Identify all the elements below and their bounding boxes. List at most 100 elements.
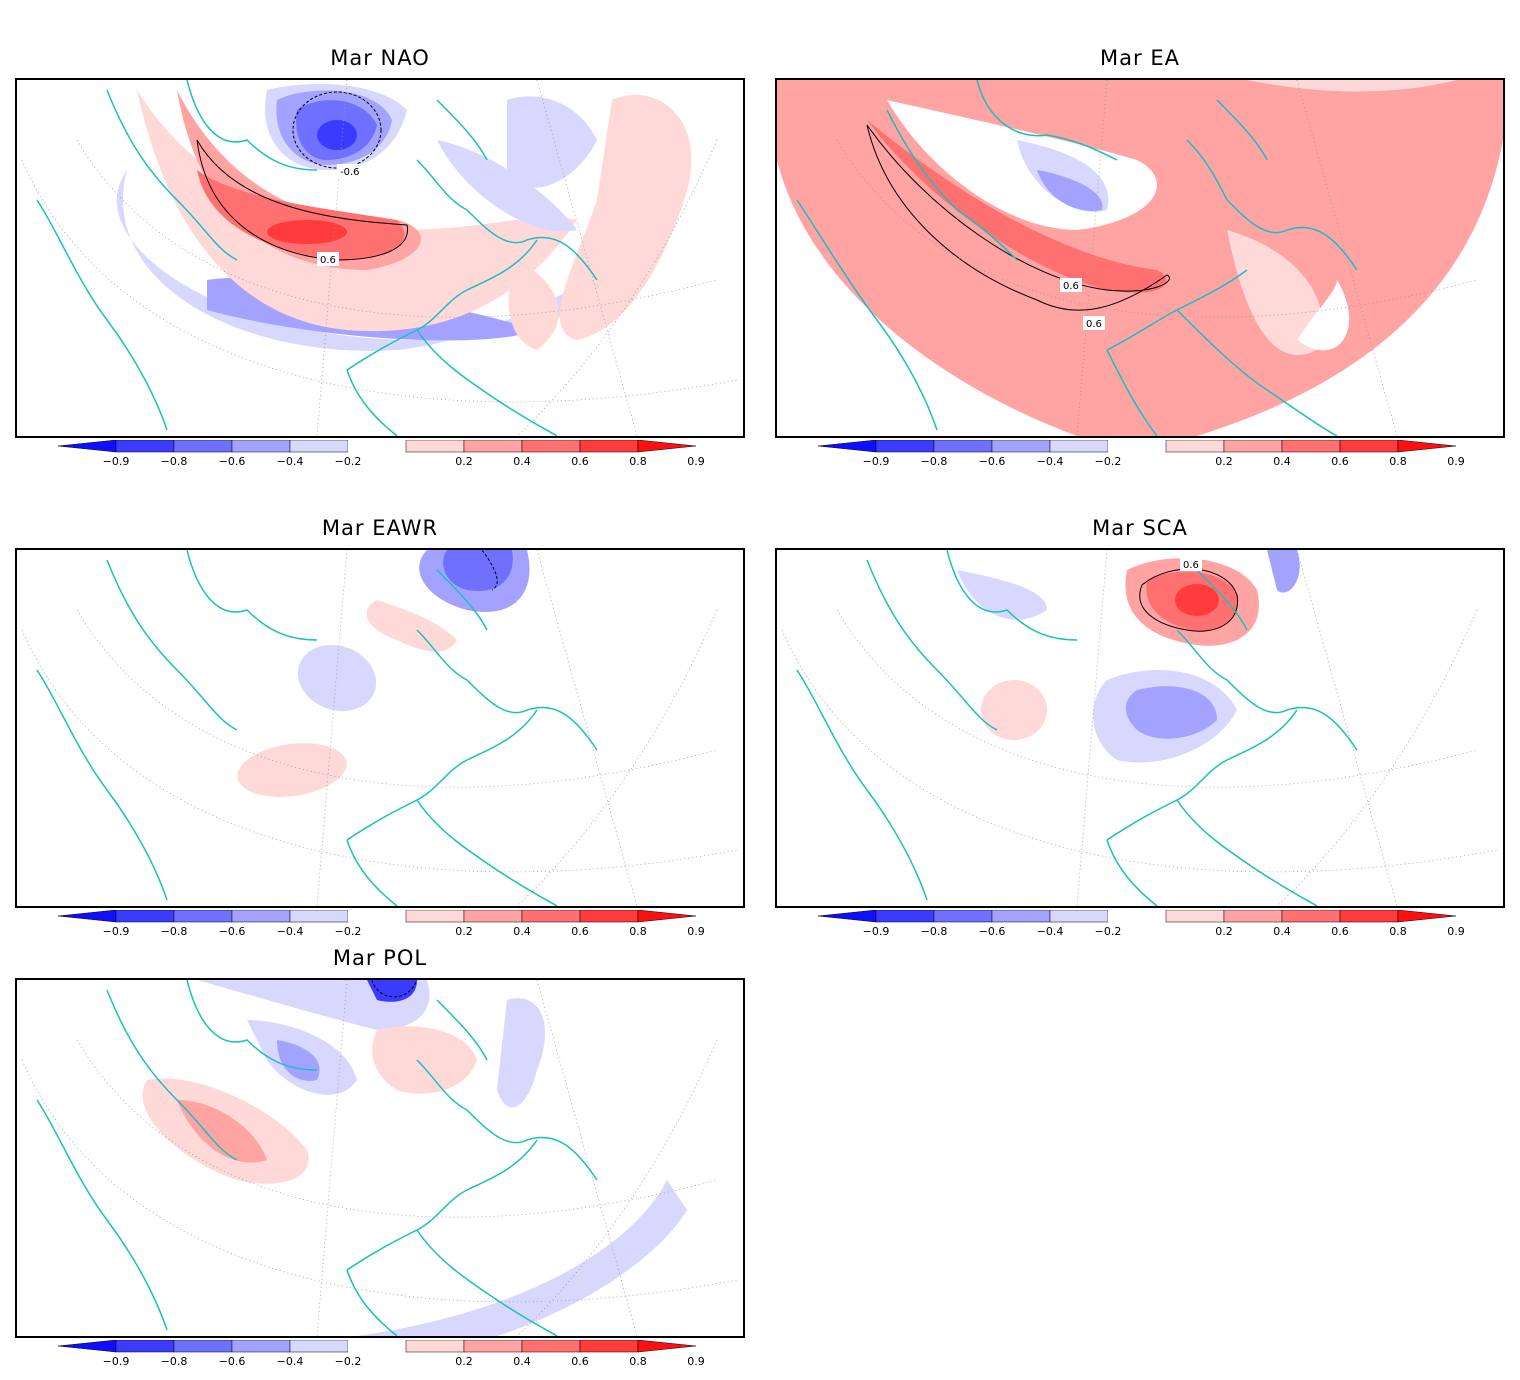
colorbar-tick-label: 0.6	[1331, 455, 1349, 468]
coastlines	[796, 80, 1358, 436]
colorbar-tick-label: 0.4	[513, 1355, 531, 1368]
colorbar-tick-label: −0.8	[921, 925, 948, 938]
colorbar-tick-label: 0.4	[513, 925, 531, 938]
colorbar-tick-label: −0.9	[103, 925, 130, 938]
colorbar-segment	[405, 1340, 465, 1353]
contour-label-group: 0.6	[1180, 558, 1202, 571]
coastlines	[36, 550, 598, 906]
map-pol	[21, 980, 738, 1336]
colorbar-tick-label: 0.2	[1215, 455, 1233, 468]
colorbar-segment	[991, 440, 1051, 453]
colorbar-segment	[289, 910, 349, 923]
colorbar-segment	[1223, 910, 1283, 923]
colorbar-segment	[173, 440, 233, 453]
colorbar-tick-label: 0.6	[571, 925, 589, 938]
colorbar-segment	[1049, 440, 1109, 453]
colorbar-tick-label: 0.8	[629, 925, 647, 938]
colorbar-tick-label: 0.8	[1389, 455, 1407, 468]
colorbar-segment	[579, 910, 639, 923]
colorbar-tick-label: −0.8	[161, 1355, 188, 1368]
colorbar-segment	[289, 1340, 349, 1353]
graticule	[21, 80, 738, 436]
colorbar-segment	[1281, 440, 1341, 453]
colorbar-nao: −0.9 −0.8 −0.6 −0.4 −0.2 0.2 0.4 0.6 0.8 0.9	[58, 440, 708, 480]
graticule	[781, 550, 1498, 906]
colorbar-tick-label: −0.8	[161, 455, 188, 468]
colorbar-segment	[231, 910, 291, 923]
colorbar-segment	[1108, 440, 1166, 452]
contour-label: 0.6	[1063, 281, 1079, 292]
colorbar-segment	[1281, 910, 1341, 923]
contour-lines	[371, 980, 418, 998]
graticule	[836, 80, 1478, 436]
map-eawr	[21, 550, 738, 906]
colorbar-svg: −0.9 −0.8 −0.6 −0.4 −0.2 0.2 0.4 0.6 0.8 0.9	[58, 1340, 705, 1368]
map-panel-nao: -0.6 0.6	[15, 78, 745, 438]
colorbar-tick-label: 0.4	[1273, 925, 1291, 938]
colorbar-tick-label: 0.6	[571, 455, 589, 468]
colorbar-arrow-low	[58, 440, 117, 453]
colorbar-tick-label: −0.4	[1037, 925, 1064, 938]
colorbar-segment	[991, 910, 1051, 923]
colorbar-svg: −0.9 −0.8 −0.6 −0.4 −0.2 0.2 0.4 0.6 0.8 0.9	[818, 440, 1465, 468]
colorbar-segment	[1339, 440, 1399, 453]
colorbar-svg: −0.9 −0.8 −0.6 −0.4 −0.2 0.2 0.4 0.6 0.8 0.9	[818, 910, 1465, 938]
colorbar-tick-label: −0.9	[863, 925, 890, 938]
colorbar-segment	[173, 910, 233, 923]
colorbar-tick-label: −0.4	[277, 455, 304, 468]
colorbar-tick-label: −0.6	[979, 455, 1006, 468]
map-ea: 0.6 0.6	[777, 80, 1503, 436]
map-sca: 0.6	[781, 550, 1498, 906]
colorbar-segment	[289, 440, 349, 453]
colorbar-tick-label: −0.6	[979, 925, 1006, 938]
colorbar-segment	[1223, 440, 1283, 453]
panel-title-eawr: Mar EAWR	[321, 516, 439, 540]
colorbar-segment	[463, 1340, 523, 1353]
colorbar-tick-label: 0.9	[687, 925, 705, 938]
colorbar-segment	[875, 440, 935, 453]
colorbar-sca: −0.9 −0.8 −0.6 −0.4 −0.2 0.2 0.4 0.6 0.8 0.9	[818, 910, 1468, 950]
map-panel-sca: 0.6	[775, 548, 1505, 908]
contour-lines	[196, 91, 408, 261]
anomaly-fields	[957, 550, 1300, 763]
colorbar-tick-label: 0.2	[1215, 925, 1233, 938]
colorbar-tick-label: −0.8	[921, 455, 948, 468]
contour-lines	[866, 124, 1170, 311]
colorbar-arrow-high	[637, 910, 697, 923]
colorbar-svg: −0.9 −0.8 −0.6 −0.4 −0.2 0.2 0.4 0.6 0.8 0.9	[58, 440, 705, 468]
colorbar-arrow-low	[818, 440, 877, 453]
colorbar-segment	[405, 440, 465, 453]
colorbar-segment	[231, 440, 291, 453]
anomaly-fields	[237, 550, 530, 797]
colorbar-tick-label: 0.6	[571, 1355, 589, 1368]
graticule	[21, 550, 738, 906]
colorbar-tick-label: −0.2	[335, 925, 362, 938]
colorbar-segment	[579, 1340, 639, 1353]
colorbar-segment	[875, 910, 935, 923]
panel-title-pol: Mar POL	[332, 946, 428, 970]
colorbar-tick-label: 0.9	[1447, 455, 1465, 468]
colorbar-segment	[348, 910, 406, 922]
colorbar-segment	[115, 910, 175, 923]
contour-label-group: 0.6 0.6	[1060, 278, 1105, 330]
colorbar-tick-label: 0.2	[455, 1355, 473, 1368]
anomaly-fields	[777, 80, 1503, 436]
colorbar-tick-label: −0.9	[103, 1355, 130, 1368]
colorbar-tick-label: −0.6	[219, 1355, 246, 1368]
colorbar-arrow-high	[1397, 440, 1457, 453]
contour-label: 0.6	[1086, 319, 1102, 330]
colorbar-tick-label: 0.2	[455, 925, 473, 938]
colorbar-tick-label: 0.8	[629, 455, 647, 468]
map-panel-pol	[15, 978, 745, 1338]
colorbar-eawr: −0.9 −0.8 −0.6 −0.4 −0.2 0.2 0.4 0.6 0.8 0.9	[58, 910, 708, 950]
map-panel-eawr	[15, 548, 745, 908]
contour-label: 0.6	[1183, 560, 1199, 571]
colorbar-tick-label: −0.9	[863, 455, 890, 468]
colorbar-tick-label: 0.4	[513, 455, 531, 468]
colorbar-segment	[1165, 910, 1225, 923]
colorbar-segment	[463, 440, 523, 453]
colorbar-arrow-high	[637, 1340, 697, 1353]
colorbar-segment	[348, 1340, 406, 1352]
colorbar-segment	[115, 440, 175, 453]
colorbar-arrow-high	[1397, 910, 1457, 923]
